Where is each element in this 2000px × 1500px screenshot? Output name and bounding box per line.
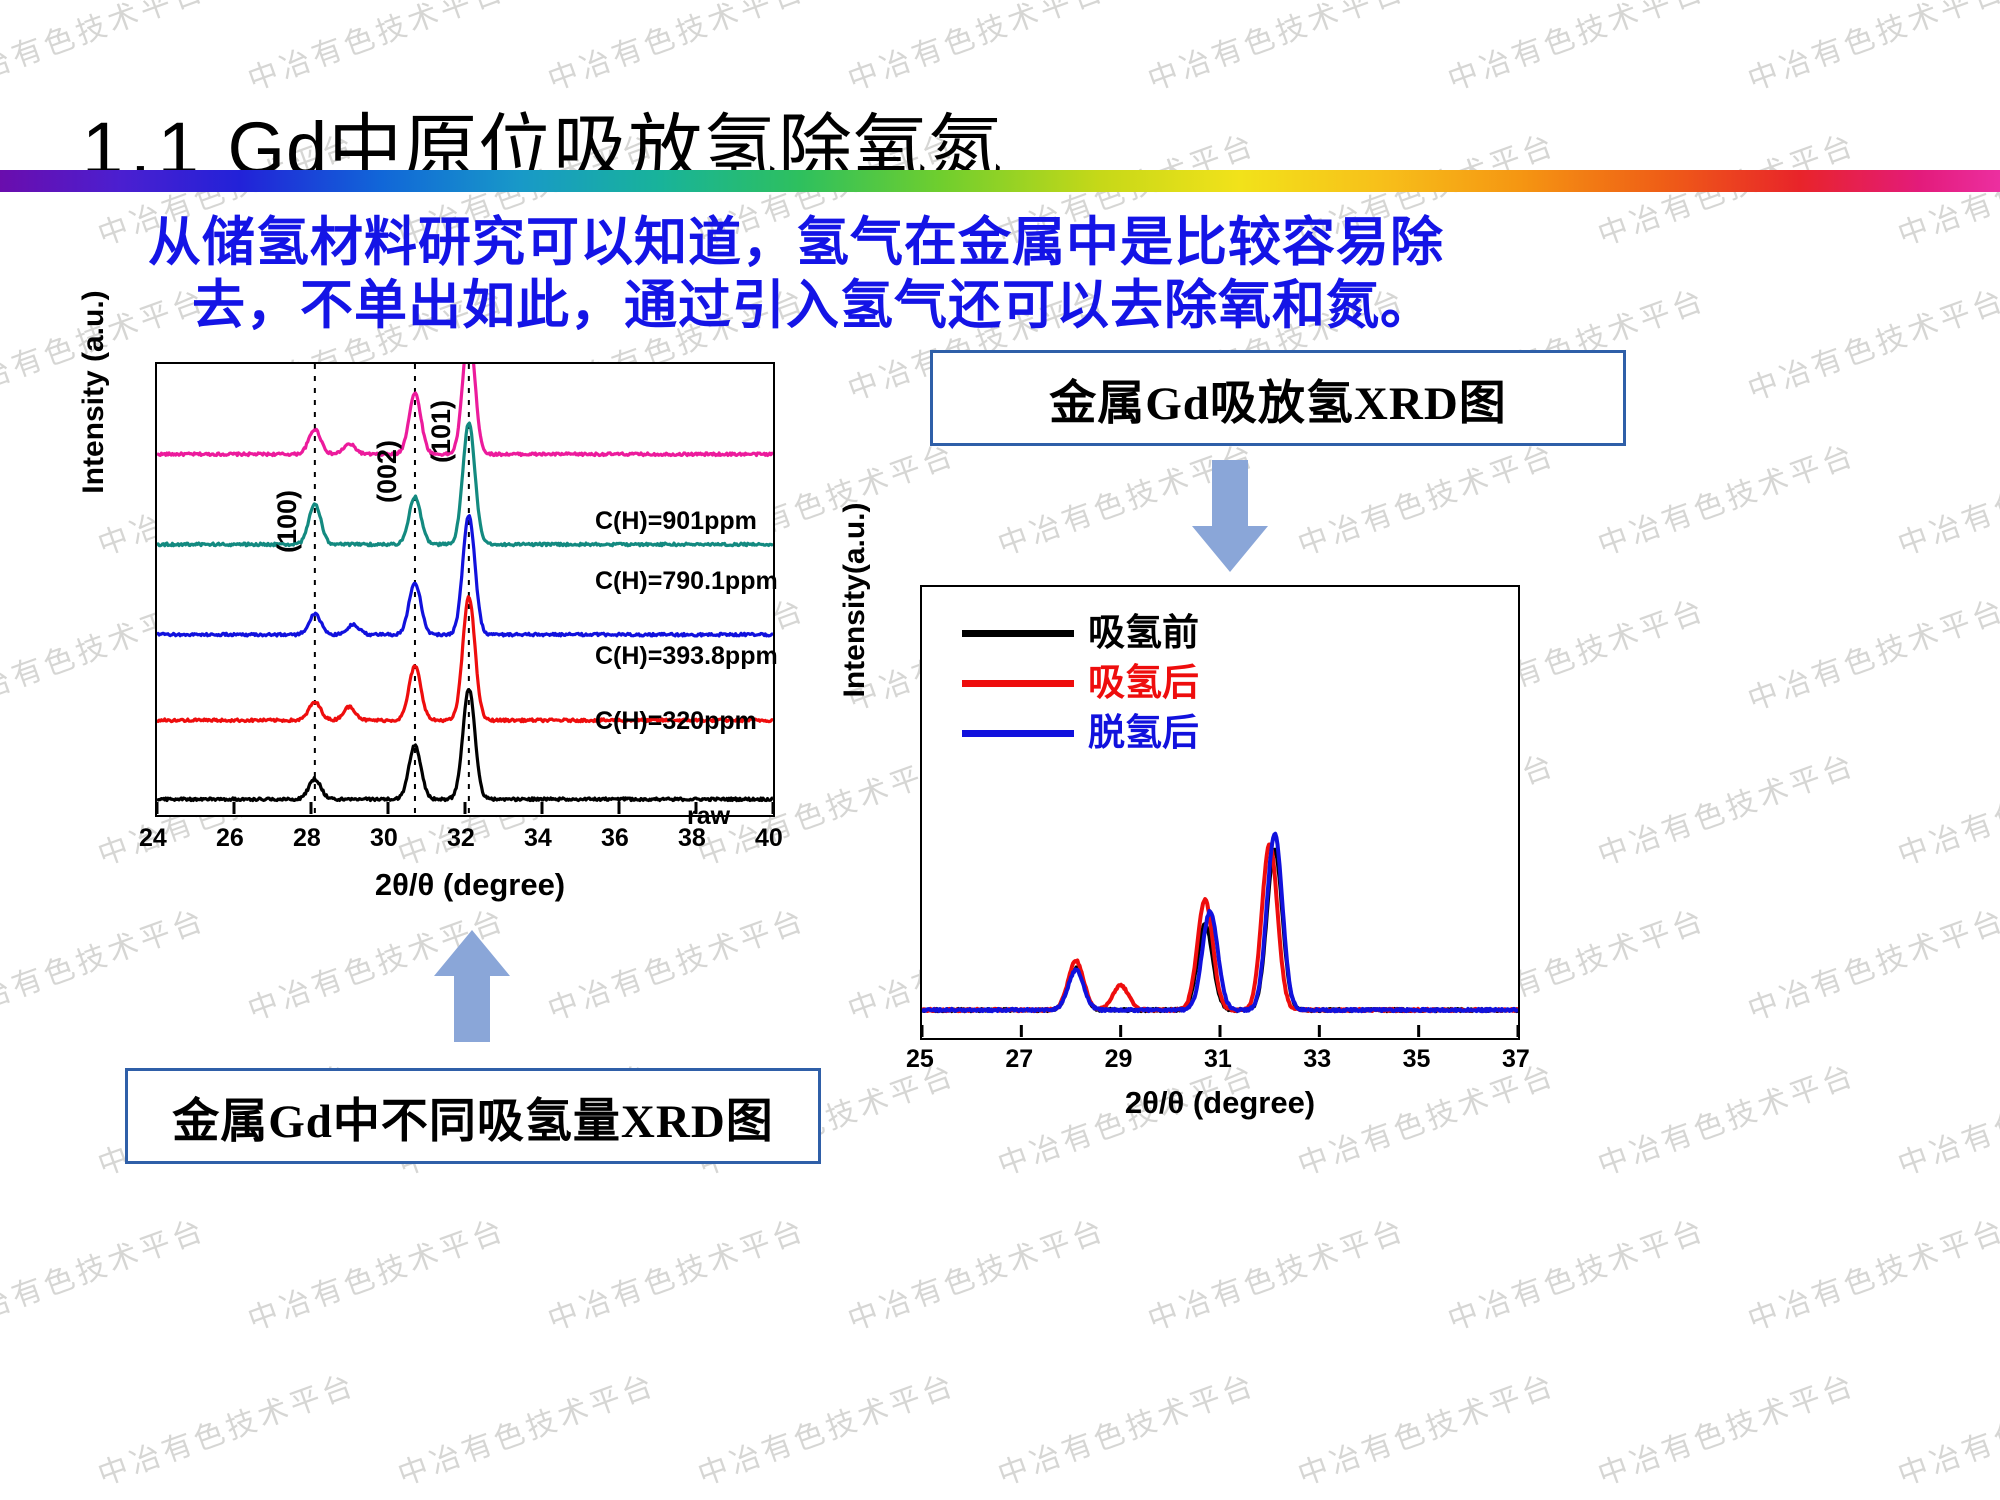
legend-item: 吸氢后 [962, 665, 1199, 702]
watermark-text: 中冶有色技术平台 [243, 0, 511, 98]
watermark-text: 中冶有色技术平台 [993, 1368, 1261, 1493]
paragraph-line-2: 去，不单出如此，通过引入氢气还可以去除氧和氮。 [192, 276, 1434, 335]
paragraph-line-1: 从储氢材料研究可以知道，氢气在金属中是比较容易除 [148, 214, 1444, 272]
caption-bottom: 金属Gd中不同吸氢量XRD图 [125, 1068, 821, 1164]
x-tick-label: 33 [1303, 1045, 1332, 1073]
arrow-up-icon [434, 930, 510, 1042]
x-tick-label: 40 [755, 824, 783, 852]
watermark-text: 中冶有色技术平台 [1743, 1213, 2000, 1338]
y-axis-label-left: Intensity (a.u.) [77, 290, 110, 494]
x-tick-label: 28 [293, 824, 321, 852]
watermark-text: 中冶有色技术平台 [93, 1368, 361, 1493]
watermark-text: 中冶有色技术平台 [693, 1368, 961, 1493]
watermark-text: 中冶有色技术平台 [1143, 1213, 1411, 1338]
watermark-text: 中冶有色技术平台 [1443, 1213, 1711, 1338]
legend-label: 脱氢后 [1088, 713, 1199, 754]
watermark-text: 中冶有色技术平台 [1293, 1368, 1561, 1493]
xrd-curves-right [920, 831, 1520, 1037]
watermark-text: 中冶有色技术平台 [1293, 438, 1561, 563]
caption-top: 金属Gd吸放氢XRD图 [930, 350, 1626, 446]
x-tick-label: 37 [1502, 1045, 1530, 1073]
watermark-text: 中冶有色技术平台 [1893, 748, 2000, 873]
watermark-text: 中冶有色技术平台 [543, 0, 811, 98]
x-tick-label: 32 [447, 824, 475, 852]
rainbow-divider [0, 170, 2000, 192]
x-tick-label: 31 [1204, 1045, 1232, 1073]
watermark-text: 中冶有色技术平台 [1893, 1058, 2000, 1183]
plot-area-right [920, 585, 1520, 1040]
watermark-text: 中冶有色技术平台 [1743, 593, 2000, 718]
xrd-chart-right: Intensity(a.u.) 2θ/θ (degree) 25 27 29 31 33… [838, 503, 1540, 1125]
x-tick-label: 34 [524, 824, 552, 852]
x-tick-label: 25 [906, 1045, 934, 1073]
legend-label: 吸氢前 [1088, 613, 1199, 654]
xrd-curve [155, 421, 775, 548]
legend-swatch [962, 630, 1074, 637]
watermark-text: 中冶有色技术平台 [1893, 438, 2000, 563]
hkl-label: (002) [371, 439, 402, 503]
hkl-label: (101) [425, 399, 456, 463]
x-tick-label: 29 [1104, 1045, 1133, 1073]
plot-area-left [155, 327, 775, 817]
xrd-chart-left: Intensity (a.u.) 2θ/θ (degree) 24 26 28 30 3… [77, 290, 795, 902]
watermark-text: 中冶有色技术平台 [843, 1213, 1111, 1338]
hkl-label: (100) [271, 489, 302, 553]
watermark-text: 中冶有色技术平台 [1593, 1368, 1861, 1493]
legend-swatch [962, 680, 1074, 687]
watermark-text: 中冶有色技术平台 [1743, 903, 2000, 1028]
xrd-curve [156, 688, 774, 803]
x-tick-label: 38 [678, 824, 706, 852]
watermark-text: 中冶有色技术平台 [1593, 438, 1861, 563]
curve-label: C(H)=901ppm [595, 507, 757, 535]
x-tick-label: 24 [139, 824, 167, 852]
x-tick-label: 30 [370, 824, 398, 852]
x-tick-label: 36 [601, 824, 629, 852]
xrd-curve [920, 842, 1519, 1014]
xrd-curve [920, 831, 1519, 1014]
watermark-text: 中冶有色技术平台 [1143, 0, 1411, 98]
curve-label: C(H)=320ppm [595, 707, 757, 735]
curve-label: C(H)=393.8ppm [595, 642, 778, 670]
legend-swatch [962, 730, 1074, 737]
watermark-text: 中冶有色技术平台 [843, 0, 1111, 98]
watermark-text: 中冶有色技术平台 [0, 0, 211, 98]
watermark-text: 中冶有色技术平台 [543, 1213, 811, 1338]
watermark-text: 中冶有色技术平台 [393, 1368, 661, 1493]
watermark-text: 中冶有色技术平台 [0, 903, 211, 1028]
watermark-text: 中冶有色技术平台 [543, 903, 811, 1028]
x-tick-label: 26 [216, 824, 244, 852]
body-paragraph: 从储氢材料研究可以知道，氢气在金属中是比较容易除 去，不单出如此，通过引入氢气还… [148, 212, 1518, 337]
watermark-text: 中冶有色技术平台 [1593, 748, 1861, 873]
x-tick-label: 27 [1005, 1045, 1034, 1073]
xrd-curve [155, 514, 774, 638]
legend-item: 脱氢后 [962, 715, 1199, 752]
curve-label: raw [687, 802, 731, 830]
watermark-text: 中冶有色技术平台 [1893, 1368, 2000, 1493]
watermark-text: 中冶有色技术平台 [1743, 0, 2000, 98]
watermark-text: 中冶有色技术平台 [1593, 1058, 1861, 1183]
y-axis-label-right: Intensity(a.u.) [838, 502, 871, 698]
watermark-text: 中冶有色技术平台 [0, 1213, 211, 1338]
xrd-curve [155, 595, 774, 724]
x-tick-label: 35 [1402, 1045, 1431, 1073]
watermark-text: 中冶有色技术平台 [243, 1213, 511, 1338]
legend-item: 吸氢前 [962, 615, 1199, 652]
curve-label: C(H)=790.1ppm [595, 567, 778, 595]
watermark-text: 中冶有色技术平台 [1443, 0, 1711, 98]
x-axis-label-right: 2θ/θ (degree) [1124, 1085, 1316, 1120]
watermark-text: 中冶有色技术平台 [1743, 283, 2000, 408]
arrow-down-icon [1192, 460, 1268, 572]
x-axis-label-left: 2θ/θ (degree) [374, 867, 566, 902]
legend-label: 吸氢后 [1088, 663, 1199, 704]
